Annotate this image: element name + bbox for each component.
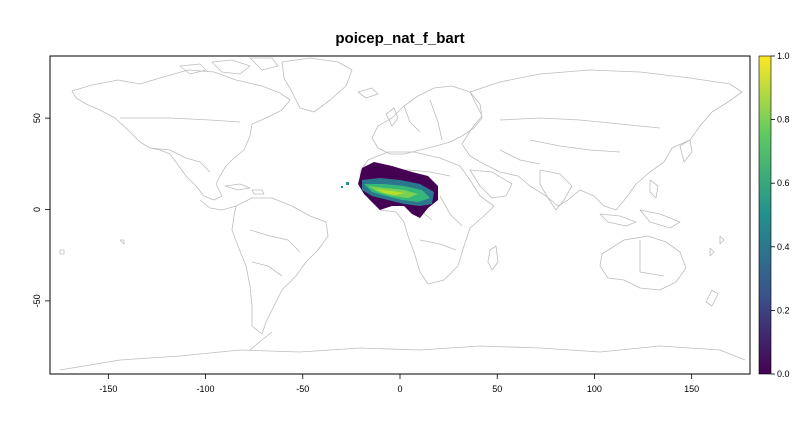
color-legend: 1.0 0.8 0.6 0.4 0.2 0.0 (758, 51, 790, 379)
legend-tick-label: 0.4 (777, 242, 790, 252)
australia-outline (599, 235, 687, 291)
arabia-outline (469, 169, 513, 199)
y-tick-label: 0 (32, 207, 42, 212)
asia-outline (461, 69, 743, 211)
india-outline (539, 169, 573, 211)
x-tick-label: 50 (492, 384, 502, 394)
legend-tick-label: 1.0 (777, 51, 790, 61)
x-axis: -150 -100 -50 0 50 100 150 (99, 374, 699, 394)
y-tick-label: -50 (32, 294, 42, 307)
antarctica-outline (59, 345, 746, 371)
legend-tick-label: 0.8 (777, 115, 790, 125)
y-axis: 50 0 -50 (32, 113, 50, 307)
map-frame (49, 55, 751, 375)
colorbar-ticks: 1.0 0.8 0.6 0.4 0.2 0.0 (771, 51, 790, 379)
south-america-outline (231, 197, 329, 335)
greenland-outline (281, 57, 353, 113)
europe-outline (371, 85, 483, 155)
colorbar (758, 55, 772, 375)
raster-band-peak (376, 189, 404, 195)
map-title: poicep_nat_f_bart (335, 30, 465, 47)
legend-tick-label: 0.2 (777, 305, 790, 315)
y-tick-label: 50 (32, 113, 42, 123)
x-tick-label: -50 (296, 384, 309, 394)
madagascar-outline (487, 245, 499, 271)
country-borders (59, 57, 746, 371)
x-tick-label: 150 (684, 384, 699, 394)
raster-island (346, 182, 349, 185)
x-tick-label: -100 (197, 384, 215, 394)
legend-tick-label: 0.6 (777, 178, 790, 188)
raster-island (341, 186, 343, 188)
north-america-outline (71, 69, 291, 201)
legend-tick-label: 0.0 (777, 369, 790, 379)
x-tick-label: 100 (587, 384, 602, 394)
x-tick-label: -150 (99, 384, 117, 394)
x-tick-label: 0 (397, 384, 402, 394)
japan-outline (679, 139, 693, 163)
species-raster (341, 162, 438, 218)
